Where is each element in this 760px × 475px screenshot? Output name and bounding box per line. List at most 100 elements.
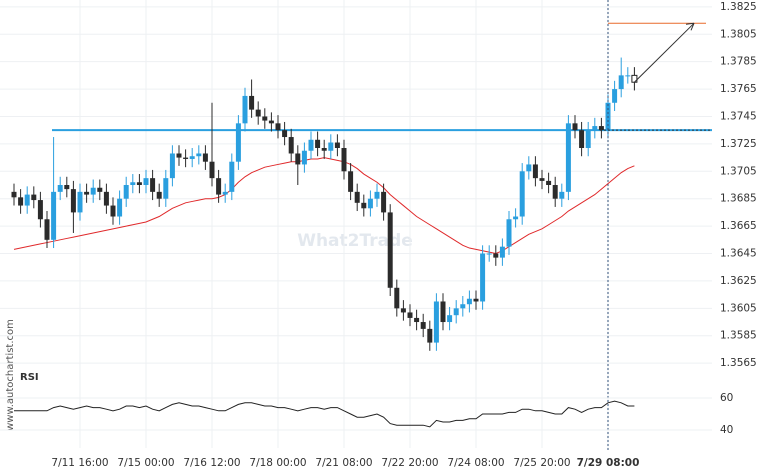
candle-body xyxy=(169,153,175,179)
x-tick-label: 7/29 08:00 xyxy=(577,457,640,469)
x-tick-label: 7/21 08:00 xyxy=(315,457,372,469)
y-tick-label: 1.3805 xyxy=(720,28,757,40)
projection-arrow xyxy=(634,22,695,83)
candle-body xyxy=(374,191,380,199)
candle-body xyxy=(117,198,123,217)
candle-body xyxy=(176,153,182,158)
candle-body xyxy=(381,191,387,213)
candle-body xyxy=(407,312,413,318)
candle-body xyxy=(216,178,222,195)
candle-body xyxy=(249,95,255,110)
candle-body xyxy=(84,191,90,195)
candle-body xyxy=(480,253,486,302)
candle-body xyxy=(24,194,30,206)
candle-body xyxy=(130,182,136,185)
candle-body xyxy=(308,139,314,151)
candle-body xyxy=(70,189,76,213)
candle-body xyxy=(110,205,116,217)
candle-body xyxy=(519,171,525,217)
arrow-head xyxy=(685,22,695,31)
candle-body xyxy=(77,191,83,213)
x-tick-label: 7/15 00:00 xyxy=(117,457,174,469)
candle-body xyxy=(328,142,334,151)
y-tick-label: 40 xyxy=(720,424,733,436)
candle-body xyxy=(513,216,519,220)
candle-body xyxy=(209,161,215,179)
candle-body xyxy=(123,185,129,199)
candle-body xyxy=(493,253,499,258)
candle-body xyxy=(486,253,492,255)
candle-body xyxy=(618,75,624,90)
candle-body xyxy=(598,126,604,131)
y-tick-label: 1.3685 xyxy=(720,193,757,205)
candle-body xyxy=(189,156,195,159)
candle-body xyxy=(11,191,17,198)
y-tick-label: 1.3785 xyxy=(720,56,757,68)
candle-body xyxy=(427,328,433,343)
candle-body xyxy=(367,198,373,209)
candle-body xyxy=(354,191,360,203)
candle-body xyxy=(565,123,571,192)
candle-body xyxy=(44,219,50,240)
candle-body xyxy=(539,178,545,181)
source-credit: www.autochartist.com xyxy=(5,319,16,431)
candle-body xyxy=(136,182,142,185)
candle-body xyxy=(163,178,169,199)
candle-body xyxy=(315,139,321,148)
x-tick-label: 7/11 16:00 xyxy=(51,457,108,469)
candle-body xyxy=(255,109,261,117)
candle-body xyxy=(51,191,57,240)
candle-body xyxy=(433,301,439,343)
y-tick-label: 1.3705 xyxy=(720,165,757,177)
candle-body xyxy=(334,142,340,148)
candle-body xyxy=(447,315,453,323)
candle-body xyxy=(440,301,446,323)
candle-body xyxy=(31,194,37,201)
candle-body xyxy=(612,89,618,103)
candle-body xyxy=(288,137,294,154)
candle-body xyxy=(526,164,532,172)
candle-body xyxy=(156,191,162,199)
y-tick-label: 1.3765 xyxy=(720,83,757,95)
x-tick-label: 7/16 12:00 xyxy=(183,457,240,469)
candle-body xyxy=(420,322,426,329)
rsi-label: RSI xyxy=(20,372,39,383)
candle-body xyxy=(348,171,354,192)
candle-body xyxy=(387,212,393,288)
y-tick-label: 1.3605 xyxy=(720,302,757,314)
candle-body xyxy=(546,180,552,185)
candle-body xyxy=(625,75,631,77)
candle-body xyxy=(473,298,479,302)
candle-body xyxy=(301,150,307,165)
candle-body xyxy=(97,187,103,192)
candle-body xyxy=(400,308,406,313)
x-tick-label: 7/18 00:00 xyxy=(249,457,306,469)
x-tick-label: 7/24 08:00 xyxy=(447,457,504,469)
candle-body xyxy=(57,185,63,192)
candle-body xyxy=(275,123,281,131)
candle-body xyxy=(585,130,591,148)
candle-body xyxy=(196,153,202,157)
candle-body xyxy=(394,287,400,309)
candle-body xyxy=(552,185,558,199)
y-tick-label: 1.3585 xyxy=(720,330,757,342)
candle-body xyxy=(143,178,149,185)
candle-body xyxy=(414,317,420,323)
candle-body xyxy=(532,164,538,179)
y-tick-label: 1.3665 xyxy=(720,220,757,232)
candle-body xyxy=(295,153,301,165)
candle-body xyxy=(18,197,24,206)
candle-body xyxy=(453,308,459,316)
rsi-line xyxy=(14,400,635,428)
x-tick-label: 7/25 20:00 xyxy=(513,457,570,469)
candle-body xyxy=(361,202,367,209)
candle-body xyxy=(506,219,512,247)
y-tick-label: 1.3725 xyxy=(720,138,757,150)
candle-body xyxy=(262,116,268,121)
candle-body xyxy=(592,126,598,131)
y-tick-label: 1.3825 xyxy=(720,1,757,13)
y-tick-label: 60 xyxy=(720,392,733,404)
candle-body xyxy=(579,130,585,148)
candle-body xyxy=(242,95,248,124)
